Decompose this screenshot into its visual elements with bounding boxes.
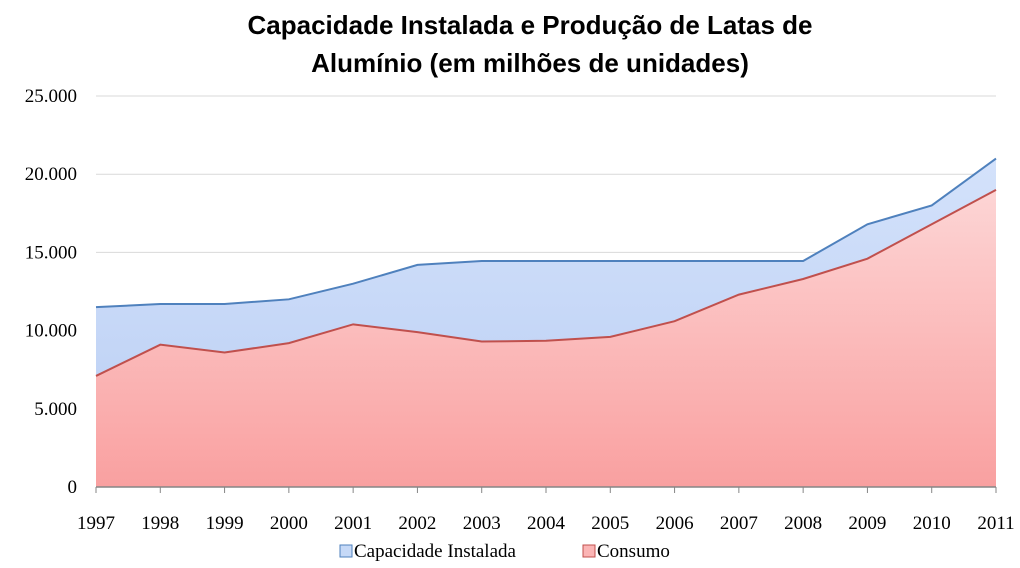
x-tick-label: 2011 — [977, 513, 1014, 534]
x-tick-label: 1999 — [206, 513, 244, 534]
x-tick-label: 1998 — [141, 513, 179, 534]
y-tick-label: 10.000 — [25, 321, 77, 342]
x-tick-label: 2000 — [270, 513, 308, 534]
legend-label: Consumo — [597, 541, 670, 562]
x-tick-label: 2001 — [334, 513, 372, 534]
y-tick-label: 20.000 — [25, 164, 77, 185]
legend-swatch — [339, 544, 353, 558]
x-tick-label: 2002 — [398, 513, 436, 534]
y-tick-label: 5.000 — [34, 399, 77, 420]
x-tick-label: 2003 — [463, 513, 501, 534]
chart-title: Capacidade Instalada e Produção de Latas… — [248, 10, 813, 40]
y-tick-label: 0 — [68, 477, 78, 498]
y-tick-label: 15.000 — [25, 242, 77, 263]
x-tick-label: 2006 — [656, 513, 694, 534]
y-tick-label: 25.000 — [25, 86, 77, 107]
x-tick-label: 2004 — [527, 513, 566, 534]
x-tick-label: 1997 — [77, 513, 115, 534]
area-line — [95, 188, 997, 377]
x-tick-label: 2005 — [591, 513, 629, 534]
area-line — [95, 157, 997, 309]
x-tick-label: 2008 — [784, 513, 822, 534]
chart-title: Alumínio (em milhões de unidades) — [311, 48, 749, 78]
x-tick-label: 2007 — [720, 513, 758, 534]
legend-label: Capacidade Instalada — [354, 541, 517, 562]
legend-swatch — [582, 544, 596, 558]
x-tick-label: 2010 — [913, 513, 951, 534]
x-tick-label: 2009 — [848, 513, 886, 534]
area-fill — [96, 189, 996, 487]
